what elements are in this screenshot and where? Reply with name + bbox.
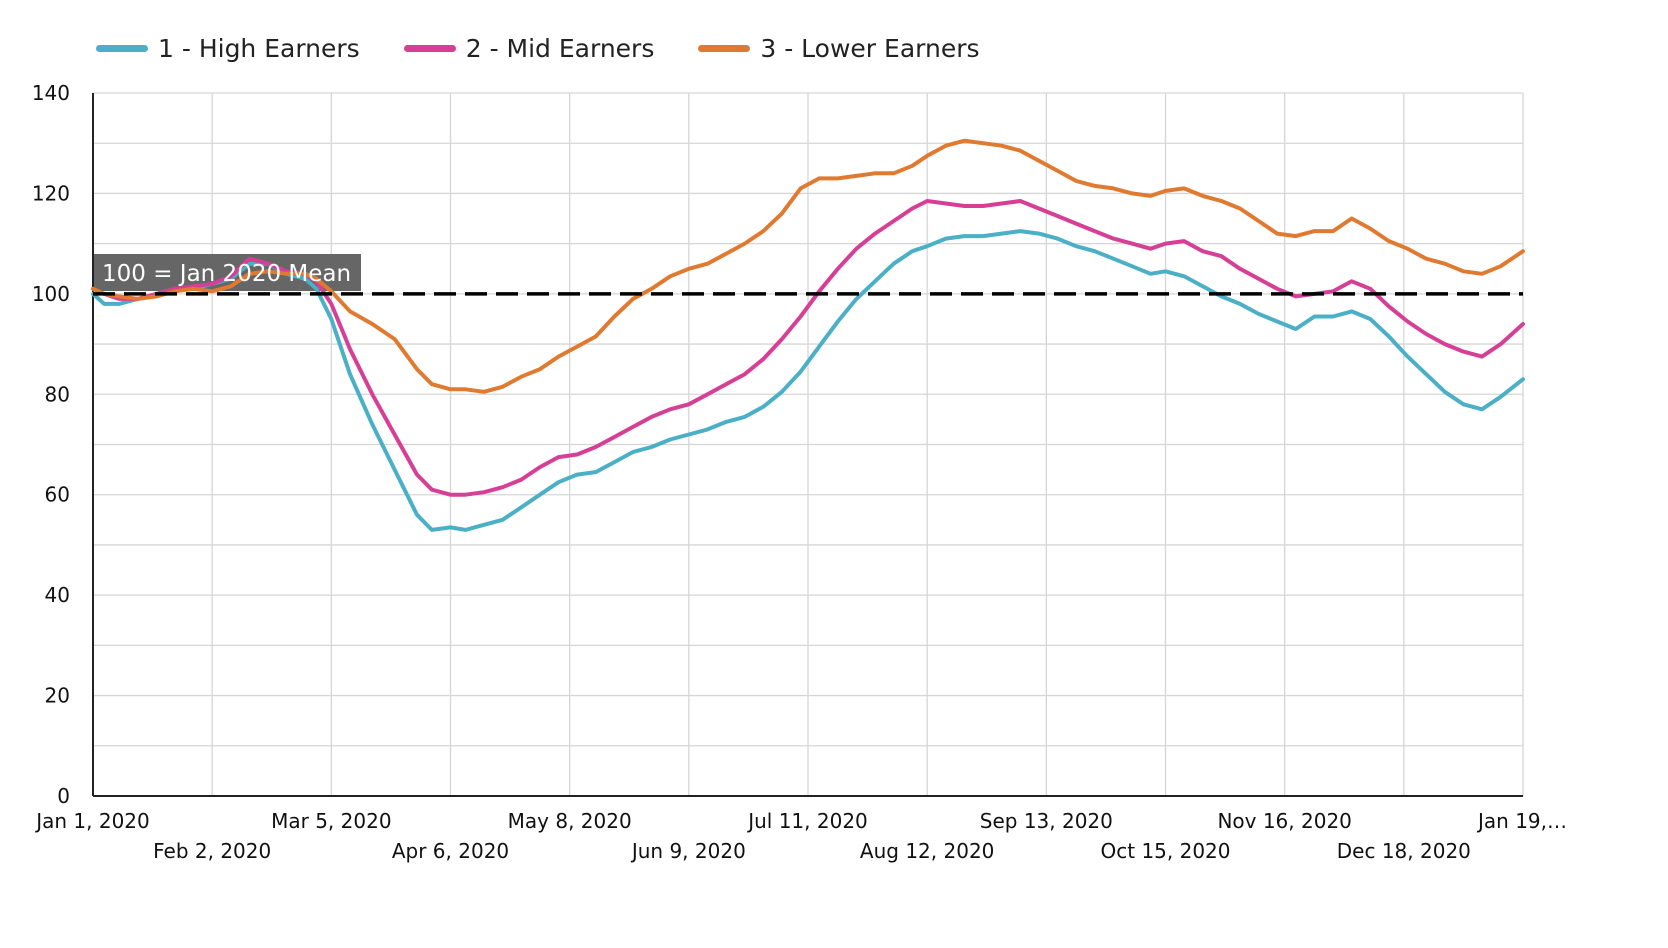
legend-swatch — [698, 45, 751, 52]
series-line — [91, 229, 1525, 532]
chart-legend: 1 - High Earners 2 - Mid Earners 3 - Lower… — [96, 34, 1024, 63]
x-tick-label: Jun 9, 2020 — [630, 839, 746, 863]
legend-label: 3 - Lower Earners — [760, 34, 980, 63]
reference-label: 100 = Jan 2020 Mean — [102, 261, 351, 287]
y-tick-label: 140 — [32, 81, 70, 105]
x-tick-label: May 8, 2020 — [508, 809, 632, 833]
legend-swatch — [96, 45, 148, 52]
legend-label: 2 - Mid Earners — [465, 34, 655, 63]
x-tick-label: Nov 16, 2020 — [1217, 809, 1351, 833]
x-tick-label: Jul 11, 2020 — [746, 809, 868, 833]
x-tick-label: Oct 15, 2020 — [1101, 839, 1231, 863]
legend-swatch — [403, 45, 456, 52]
x-tick-label: Mar 5, 2020 — [271, 809, 391, 833]
legend-item: 3 - Lower Earners — [698, 34, 980, 63]
x-tick-label: Jan 1, 2020 — [34, 809, 150, 833]
y-tick-label: 20 — [45, 684, 70, 708]
y-tick-label: 40 — [45, 583, 70, 607]
legend-item: 1 - High Earners — [96, 34, 360, 63]
x-tick-label: Feb 2, 2020 — [153, 839, 271, 863]
y-tick-label: 80 — [45, 382, 70, 406]
x-tick-label: Sep 13, 2020 — [980, 809, 1113, 833]
series-line — [91, 138, 1525, 394]
x-tick-label: Dec 18, 2020 — [1337, 839, 1471, 863]
y-tick-label: 120 — [32, 181, 70, 205]
legend-item: 2 - Mid Earners — [403, 34, 655, 63]
x-tick-label: Aug 12, 2020 — [860, 839, 994, 863]
y-tick-label: 60 — [45, 483, 70, 507]
legend-label: 1 - High Earners — [158, 34, 360, 63]
y-tick-label: 0 — [57, 784, 70, 808]
x-tick-label: Jan 19,… — [1476, 809, 1567, 833]
x-tick-label: Apr 6, 2020 — [392, 839, 509, 863]
y-tick-label: 100 — [32, 282, 70, 306]
